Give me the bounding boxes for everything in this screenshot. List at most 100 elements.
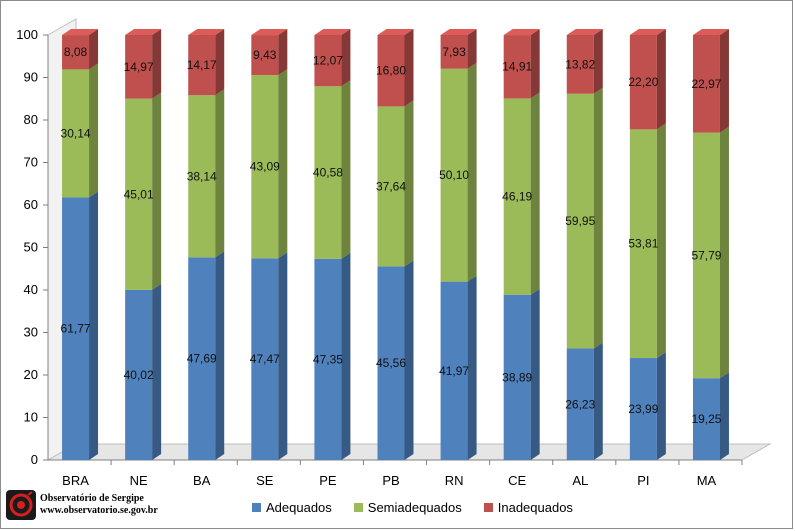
data-label-inadequados: 14,97 <box>124 60 154 74</box>
legend-item-adequados: Adequados <box>252 500 332 515</box>
bar-inadequados <box>314 35 342 87</box>
bar-side-adequados <box>152 283 162 460</box>
y-tick-label: 50 <box>24 240 38 255</box>
bar-semiadequados <box>440 68 468 282</box>
bar-adequados <box>188 257 216 460</box>
data-label-semiadequados: 30,14 <box>61 126 91 140</box>
y-tick-label: 80 <box>24 112 38 127</box>
bar-side-adequados <box>593 342 603 460</box>
bar-adequados <box>692 378 720 460</box>
data-label-semiadequados: 38,14 <box>187 169 217 183</box>
data-label-semiadequados: 59,95 <box>565 214 595 228</box>
bar-side-inadequados <box>215 29 225 96</box>
data-label-adequados: 38,89 <box>502 370 532 384</box>
data-label-adequados: 26,23 <box>565 397 595 411</box>
bar-semiadequados <box>314 86 342 259</box>
bar-top-inadequados <box>125 29 162 35</box>
bar-side-inadequados <box>593 29 603 94</box>
bar-top-inadequados <box>692 28 729 35</box>
bar-side-inadequados <box>719 28 729 133</box>
bar-semiadequados <box>692 132 720 379</box>
bar-side-semiadequados <box>467 62 477 282</box>
bar-side-adequados <box>530 288 540 460</box>
bar-side-adequados <box>656 352 666 460</box>
bar-side-adequados <box>467 275 477 460</box>
bar-inadequados <box>566 35 594 94</box>
data-label-semiadequados: 43,09 <box>250 160 280 174</box>
bar-side-inadequados <box>656 29 666 130</box>
bar-side-adequados <box>215 251 225 460</box>
y-tick-label: 100 <box>16 27 38 42</box>
bar-top-inadequados <box>440 29 477 35</box>
data-label-adequados: 45,56 <box>376 356 406 370</box>
bar-adequados <box>377 266 405 460</box>
bar-side-adequados <box>404 260 414 460</box>
legend-label-semiadequados: Semiadequados <box>367 500 462 515</box>
bar-adequados <box>440 281 468 460</box>
data-label-inadequados: 13,82 <box>565 57 595 71</box>
data-label-inadequados: 22,97 <box>691 77 721 91</box>
observatorio-url: www.observatorio.se.gov.br <box>40 505 158 516</box>
bar-side-semiadequados <box>341 80 351 259</box>
data-label-semiadequados: 46,19 <box>502 190 532 204</box>
x-tick-label: PI <box>637 473 649 488</box>
legend-label-inadequados: Inadequados <box>497 500 573 515</box>
bar-top-inadequados <box>566 29 603 35</box>
observatorio-name: Observatório de Sergipe <box>40 493 144 504</box>
legend-swatch-adequados <box>252 503 261 512</box>
data-label-semiadequados: 45,01 <box>124 187 154 201</box>
bar-side-adequados <box>719 372 729 460</box>
bar-top-inadequados <box>629 29 666 35</box>
x-tick-label: AL <box>572 473 588 488</box>
data-label-inadequados: 16,80 <box>376 64 406 78</box>
bar-adequados <box>629 358 657 460</box>
x-tick-label: PE <box>319 473 337 488</box>
data-label-inadequados: 14,91 <box>502 60 532 74</box>
data-label-adequados: 40,02 <box>124 368 154 382</box>
bar-inadequados <box>692 34 720 133</box>
bar-side-adequados <box>341 252 351 460</box>
bar-inadequados <box>503 35 531 99</box>
observatorio-logo: Observatório de Sergipe www.observatorio… <box>6 490 158 520</box>
y-tick-label: 70 <box>24 155 38 170</box>
bar-side-adequados <box>278 252 288 460</box>
data-label-semiadequados: 40,58 <box>313 166 343 180</box>
bar-side-adequados <box>89 191 99 461</box>
bar-top-inadequados <box>62 29 99 36</box>
data-label-adequados: 19,25 <box>691 412 721 426</box>
bar-side-semiadequados <box>530 92 540 295</box>
bar-semiadequados <box>377 106 405 267</box>
bar-side-inadequados <box>152 29 162 99</box>
bar-inadequados <box>377 35 405 107</box>
bar-adequados <box>62 197 90 461</box>
bar-side-semiadequados <box>89 63 99 198</box>
bar-adequados <box>251 258 279 460</box>
bar-side-semiadequados <box>719 126 729 379</box>
y-tick-label: 90 <box>24 70 38 85</box>
data-label-adequados: 23,99 <box>628 402 658 416</box>
bar-top-inadequados <box>377 29 414 35</box>
legend: Adequados Semiadequados Inadequados <box>252 500 573 515</box>
data-label-inadequados: 22,20 <box>628 75 658 89</box>
y-tick-label: 10 <box>24 410 38 425</box>
bar-adequados <box>314 258 342 460</box>
bar-inadequados <box>62 35 90 70</box>
data-label-inadequados: 7,93 <box>442 45 466 59</box>
data-label-inadequados: 12,07 <box>313 54 343 68</box>
bar-adequados <box>125 289 153 460</box>
bars <box>62 28 729 461</box>
x-tick-label: RN <box>445 473 464 488</box>
bar-side-semiadequados <box>215 89 225 258</box>
bar-adequados <box>566 348 594 460</box>
legend-item-inadequados: Inadequados <box>483 500 573 515</box>
bar-adequados <box>503 294 531 460</box>
bar-top-inadequados <box>251 29 288 36</box>
bar-side-inadequados <box>467 29 477 69</box>
bar-semiadequados <box>503 98 531 295</box>
bar-side-inadequados <box>530 29 540 99</box>
y-tick-label: 0 <box>31 452 38 467</box>
x-tick-label: SE <box>256 473 274 488</box>
data-label-adequados: 47,69 <box>187 352 217 366</box>
x-tick-label: BRA <box>62 473 89 488</box>
y-tick-label: 60 <box>24 197 38 212</box>
